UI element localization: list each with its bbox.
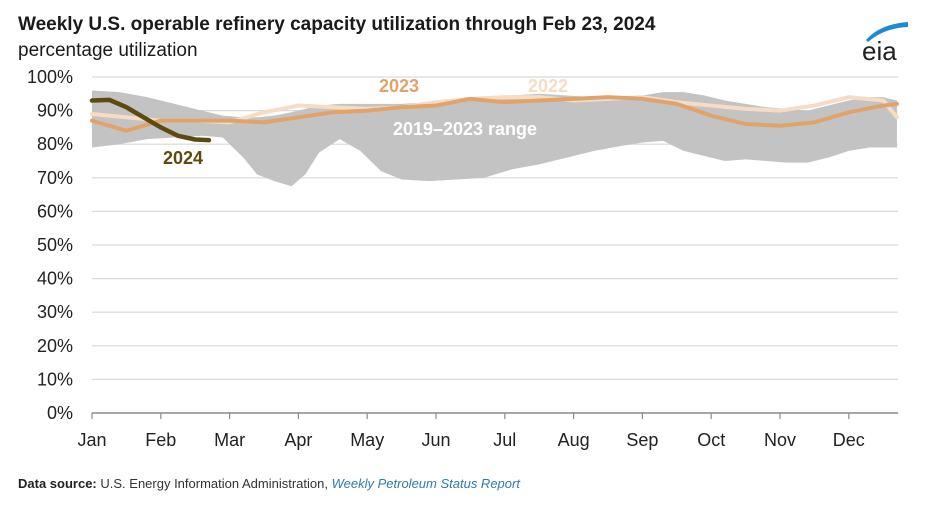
x-tick-label: Oct: [697, 430, 725, 450]
series-lines: [89, 95, 899, 143]
range-band: [92, 90, 897, 187]
y-tick-label: 90%: [37, 101, 73, 121]
gridlines: [92, 76, 898, 380]
chart-subtitle: percentage utilization: [18, 40, 198, 61]
x-tick-label: Jun: [421, 430, 450, 450]
annotation-2022: 2022: [528, 76, 568, 96]
y-tick-label: 80%: [37, 134, 73, 154]
y-tick-label: 20%: [37, 336, 73, 356]
y-tick-label: 50%: [37, 235, 73, 255]
chart: 0% 10% 20% 30% 40% 50% 60% 70% 80% 90% 100% Jan Feb…: [27, 67, 899, 450]
logo-text: eia: [862, 36, 897, 64]
data-source-text: U.S. Energy Information Administration,: [100, 476, 328, 491]
y-tick-label: 10%: [37, 369, 73, 389]
chart-title: Weekly U.S. operable refinery capacity u…: [18, 14, 656, 35]
y-tick-label: 0%: [47, 403, 73, 423]
annotation-2024: 2024: [163, 148, 203, 168]
x-tick-label: Feb: [145, 430, 176, 450]
y-axis: 0% 10% 20% 30% 40% 50% 60% 70% 80% 90% 100%: [27, 67, 73, 423]
line-2023: [90, 95, 899, 133]
x-tick-label: Mar: [214, 430, 245, 450]
y-tick-label: 30%: [37, 302, 73, 322]
range-area: [92, 90, 897, 187]
x-tick-label: Jul: [493, 430, 516, 450]
x-tick-label: Sep: [626, 430, 658, 450]
line-2024: [89, 97, 212, 143]
data-source-label: Data source:: [18, 476, 97, 491]
y-tick-label: 40%: [37, 269, 73, 289]
annotation-2023: 2023: [379, 76, 419, 96]
y-tick-label: 100%: [27, 67, 73, 87]
x-tick-label: Nov: [764, 430, 796, 450]
data-source: Data source: U.S. Energy Information Adm…: [18, 476, 520, 491]
data-source-link[interactable]: Weekly Petroleum Status Report: [331, 476, 520, 491]
x-tick-label: May: [350, 430, 384, 450]
eia-logo-icon: eia: [862, 22, 908, 64]
y-tick-label: 60%: [37, 201, 73, 221]
x-tick-label: Dec: [833, 430, 865, 450]
x-tick-label: Jan: [77, 430, 106, 450]
logo-arc: [866, 22, 908, 42]
annotations: 2024 2023 2022 2019–2023 range: [163, 76, 568, 168]
x-tick-label: Apr: [284, 430, 312, 450]
x-tick-label: Aug: [558, 430, 590, 450]
y-tick-label: 70%: [37, 168, 73, 188]
x-axis: Jan Feb Mar Apr May Jun Jul Aug Sep Oct Nov Dec: [77, 412, 898, 450]
annotation-range: 2019–2023 range: [393, 119, 537, 139]
